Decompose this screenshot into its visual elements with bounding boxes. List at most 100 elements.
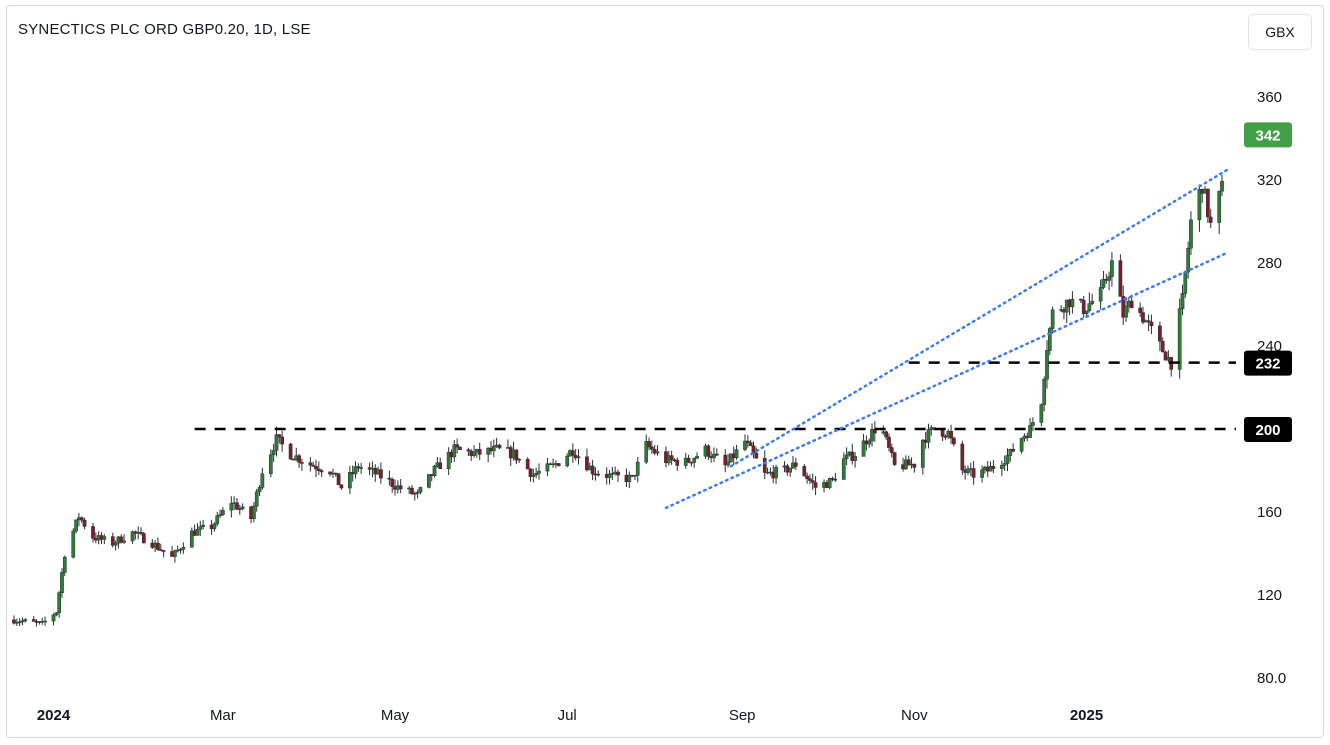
- candle-body: [808, 478, 812, 481]
- level-badge-232-bg: [1244, 350, 1292, 376]
- candle-body: [525, 458, 530, 470]
- candle: [808, 474, 812, 484]
- candle: [472, 445, 476, 458]
- candle-body: [906, 459, 911, 466]
- candle-body: [1101, 279, 1106, 288]
- candle-body: [635, 461, 640, 476]
- candle-body: [102, 536, 107, 540]
- candle: [514, 449, 519, 465]
- candle-body: [410, 487, 414, 494]
- candle-body: [734, 449, 739, 459]
- candle-body: [952, 437, 956, 445]
- candle: [887, 433, 891, 452]
- candle: [793, 457, 798, 470]
- candle-body: [1050, 309, 1055, 329]
- candle-body: [412, 493, 417, 495]
- candle-body: [1177, 308, 1182, 370]
- candle-body: [458, 446, 462, 450]
- currency-button[interactable]: GBX: [1248, 14, 1312, 50]
- candle: [415, 489, 420, 499]
- candle-body: [452, 444, 457, 458]
- candle: [1090, 293, 1095, 306]
- candle: [912, 463, 917, 473]
- x-tick-label: 2025: [1070, 707, 1103, 724]
- candle-body: [221, 509, 225, 515]
- candle-body: [79, 517, 84, 521]
- candle-body: [339, 484, 344, 489]
- candle: [892, 451, 897, 466]
- candle: [316, 461, 321, 475]
- candle: [1197, 184, 1202, 232]
- candle-body: [565, 455, 570, 467]
- candle: [949, 424, 953, 445]
- candle: [1169, 356, 1174, 377]
- candle-body: [827, 478, 832, 488]
- candle-body: [514, 449, 519, 461]
- candle: [844, 447, 849, 466]
- candle: [650, 440, 654, 454]
- candle-body: [517, 458, 522, 461]
- y-tick-label: 360: [1257, 89, 1282, 106]
- candle: [1011, 443, 1015, 453]
- candle-body: [980, 469, 984, 478]
- candle-body: [122, 540, 126, 543]
- candle: [139, 527, 143, 536]
- candles-layer: [12, 175, 1224, 627]
- candle: [280, 430, 284, 452]
- candle-body: [841, 458, 846, 480]
- trendline-2: [729, 168, 1229, 468]
- candle-body: [379, 469, 383, 479]
- candle-body: [189, 530, 194, 548]
- candle: [51, 613, 56, 626]
- candle-body: [870, 429, 874, 442]
- candle: [1087, 292, 1092, 313]
- candle-body: [1084, 310, 1089, 315]
- candle: [130, 530, 135, 544]
- candle: [260, 467, 265, 490]
- candle-body: [813, 482, 818, 488]
- candle: [71, 528, 76, 559]
- candle-body: [57, 592, 62, 613]
- candle-body: [1000, 465, 1004, 469]
- candle-body: [139, 532, 143, 534]
- candle-body: [912, 463, 917, 468]
- candle: [1110, 252, 1114, 287]
- candle-body: [240, 506, 245, 510]
- candle-body: [537, 470, 541, 474]
- candle: [43, 616, 47, 626]
- candle: [189, 527, 194, 548]
- candle: [607, 469, 612, 485]
- level-badge-200-label: 200: [1255, 422, 1280, 439]
- candle: [1028, 418, 1032, 439]
- candle: [827, 477, 832, 490]
- candle-body: [43, 620, 47, 623]
- candle: [675, 457, 680, 471]
- candle: [534, 467, 538, 479]
- candle: [1079, 298, 1083, 304]
- candle: [17, 618, 22, 626]
- candle: [867, 438, 872, 448]
- candle: [1084, 310, 1089, 316]
- candle-body: [830, 478, 835, 480]
- candle: [113, 540, 118, 551]
- levels-layer: [194, 361, 1236, 431]
- candle: [458, 446, 462, 451]
- candle-body: [748, 442, 753, 447]
- candle: [652, 445, 657, 456]
- x-tick-label: 2024: [37, 707, 71, 724]
- candle: [297, 454, 301, 469]
- candle: [1163, 350, 1168, 361]
- candle-body: [1045, 350, 1049, 380]
- candle: [706, 444, 711, 461]
- candle-body: [181, 547, 186, 550]
- candle-body: [1005, 455, 1010, 464]
- candle: [491, 439, 496, 458]
- candle-body: [686, 457, 691, 463]
- candle: [218, 509, 222, 519]
- candle: [647, 437, 651, 451]
- candle: [268, 449, 273, 478]
- candle-body: [991, 466, 996, 469]
- level-badge-200-bg: [1244, 417, 1292, 442]
- candle: [1158, 321, 1162, 351]
